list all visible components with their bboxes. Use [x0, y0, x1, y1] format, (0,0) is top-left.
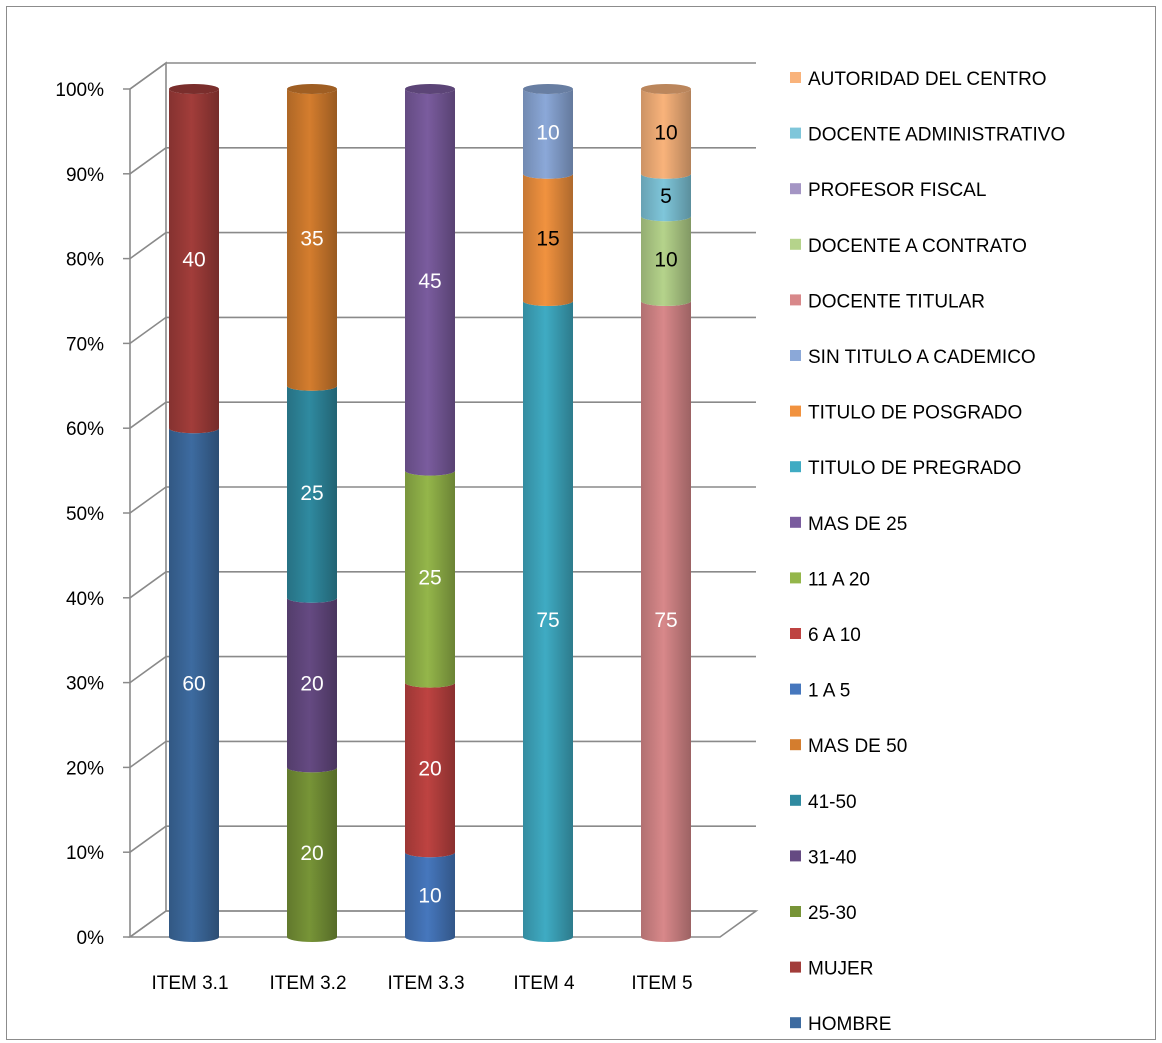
y-tick-label: 70%	[66, 334, 104, 355]
x-category-label: ITEM 3.3	[387, 973, 464, 994]
legend-label: 6 A 10	[808, 625, 861, 646]
y-tick-label: 60%	[66, 419, 104, 440]
x-category-label: ITEM 3.1	[151, 973, 228, 994]
bar-segment	[523, 301, 573, 942]
legend-label: AUTORIDAD DEL CENTRO	[808, 69, 1047, 90]
bar-cap	[523, 84, 573, 94]
legend-swatch	[790, 628, 801, 639]
bar-cap	[169, 84, 219, 94]
bar-segment	[169, 428, 219, 942]
bar-segment	[523, 173, 573, 306]
bar-segment	[404, 682, 455, 858]
legend-label: 41-50	[808, 792, 857, 813]
data-label: 60	[182, 673, 205, 696]
bar-cap	[405, 84, 455, 94]
data-label: 5	[660, 185, 672, 208]
y-tick-label: 10%	[66, 843, 104, 864]
x-category-label: ITEM 5	[631, 973, 692, 994]
legend-swatch	[790, 405, 801, 417]
x-category-label: ITEM 4	[513, 973, 575, 994]
data-label: 40	[182, 249, 205, 272]
y-tick-label: 80%	[66, 250, 104, 271]
bar-segment	[404, 470, 455, 688]
bar-cap	[287, 84, 337, 94]
bar-segment	[641, 89, 691, 179]
data-label: 20	[418, 757, 441, 780]
bar-segment	[641, 216, 691, 306]
bar-segment	[287, 767, 337, 942]
axes: 0% 10% 20% 30% 40% 50% 60% 70% 80% 90% 100% ITEM 3.…	[55, 61, 759, 994]
legend-swatch	[790, 238, 801, 250]
bar-segment	[404, 89, 455, 476]
legend-label: TITULO DE PREGRADO	[808, 458, 1021, 479]
data-label: 25	[418, 567, 441, 590]
data-label: 35	[300, 227, 323, 250]
bar-segment	[287, 89, 337, 391]
data-label: 10	[654, 121, 677, 144]
legend-label: DOCENTE ADMINISTRATIVO	[808, 125, 1065, 146]
data-label: 10	[536, 121, 559, 144]
legend-swatch	[790, 183, 801, 195]
legend-label: MUJER	[808, 959, 873, 980]
legend-swatch	[790, 516, 801, 528]
bar-segment	[523, 89, 573, 179]
y-tick-label: 20%	[66, 758, 104, 779]
data-label: 20	[300, 842, 323, 865]
legend-label: 31-40	[808, 847, 857, 868]
legend-swatch	[790, 850, 801, 862]
legend-label: DOCENTE A CONTRATO	[808, 236, 1027, 257]
y-tick-label: 40%	[66, 589, 104, 610]
legend-label: TITULO DE POSGRADO	[808, 403, 1022, 424]
data-label: 75	[654, 609, 677, 632]
legend-label: 11 A 20	[808, 569, 870, 590]
legend-swatch	[790, 739, 801, 751]
data-label: 75	[536, 609, 559, 632]
legend-label: 25-30	[808, 903, 857, 924]
legend-label: HOMBRE	[808, 1014, 891, 1035]
legend-swatch	[790, 683, 801, 695]
data-label: 15	[536, 227, 559, 250]
legend-swatch	[790, 294, 801, 306]
data-label: 25	[300, 482, 323, 505]
legend-swatch	[790, 127, 801, 139]
y-tick-label: 0%	[77, 928, 105, 949]
legend-label: MAS DE 25	[808, 514, 907, 535]
y-tick-label: 30%	[66, 674, 104, 695]
bar-segment	[405, 852, 455, 942]
data-label: 45	[418, 270, 441, 293]
data-labels: 60 40 20 20 25 35 10 20 25 45 75 15 10 75 10 5 10	[182, 121, 677, 907]
y-tick-label: 50%	[66, 504, 104, 525]
bar-segment	[641, 301, 691, 942]
legend-swatch	[790, 794, 801, 806]
bar-segment	[287, 385, 337, 603]
bar-segment	[287, 597, 337, 773]
bar-segment	[169, 89, 219, 434]
legend-label: PROFESOR FISCAL	[808, 180, 986, 201]
bar-segment	[641, 173, 691, 222]
legend-swatch	[790, 461, 801, 473]
legend-swatch	[790, 961, 801, 973]
y-axis	[129, 61, 167, 937]
legend-swatch	[790, 72, 801, 83]
data-label: 10	[418, 885, 441, 908]
legend-swatch	[790, 350, 801, 361]
bar-cap	[641, 84, 691, 94]
legend-swatch	[790, 906, 801, 917]
legend-swatch	[790, 572, 801, 584]
bars	[169, 84, 691, 942]
legend: AUTORIDAD DEL CENTRO DOCENTE ADMINISTRATI…	[790, 69, 1065, 1035]
legend-label: SIN TITULO A CADEMICO	[808, 347, 1036, 368]
legend-label: 1 A 5	[808, 681, 850, 702]
legend-label: MAS DE 50	[808, 736, 907, 757]
legend-label: DOCENTE TITULAR	[808, 291, 985, 312]
x-category-label: ITEM 3.2	[269, 973, 346, 994]
data-label: 20	[300, 673, 323, 696]
y-tick-label: 90%	[66, 165, 104, 186]
legend-swatch	[790, 1017, 801, 1029]
y-tick-label: 100%	[55, 80, 104, 101]
data-label: 10	[654, 249, 677, 272]
